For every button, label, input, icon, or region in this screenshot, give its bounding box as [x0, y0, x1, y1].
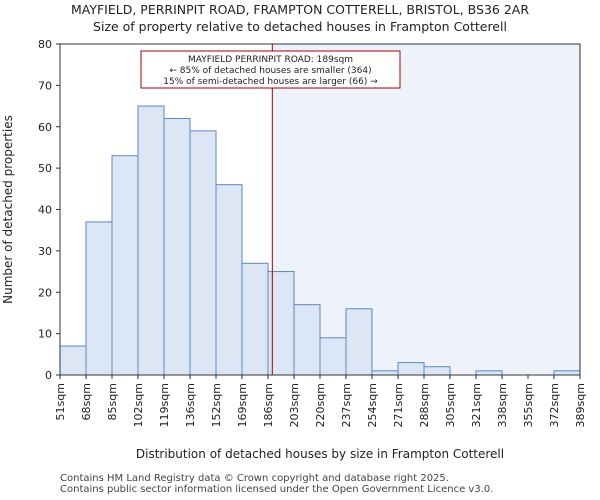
bar-51sqm — [59, 345, 87, 376]
x-tick-label: 169sqm — [236, 383, 249, 427]
y-tick-label: 20 — [38, 286, 52, 299]
bar-203sqm — [293, 304, 321, 376]
y-tick-label: 40 — [38, 204, 52, 217]
bar-321sqm — [475, 370, 503, 376]
bar-220sqm — [319, 337, 347, 376]
annotation-line-2: ← 85% of detached houses are smaller (36… — [169, 66, 371, 76]
bar-288sqm — [423, 366, 451, 376]
x-tick-label: 119sqm — [158, 383, 171, 427]
bar-68sqm — [85, 221, 113, 376]
x-tick-label: 85sqm — [106, 383, 119, 420]
y-tick-label: 70 — [38, 79, 52, 92]
x-tick-label: 338sqm — [496, 383, 509, 427]
y-tick-label: 30 — [38, 245, 52, 258]
bars-group — [59, 105, 581, 376]
y-tick-label: 80 — [38, 38, 52, 51]
x-tick-label: 152sqm — [210, 383, 223, 427]
bar-254sqm — [371, 370, 399, 376]
highlight-region — [272, 44, 580, 375]
bar-136sqm — [189, 130, 217, 376]
footer-licence: Contains public sector information licen… — [60, 484, 494, 495]
x-axis-label: Distribution of detached houses by size … — [136, 447, 504, 461]
x-tick-label: 271sqm — [392, 383, 405, 427]
annotation-line-3: 15% of semi-detached houses are larger (… — [163, 77, 378, 87]
bar-85sqm — [111, 155, 139, 376]
bar-152sqm — [215, 184, 243, 376]
chart-subtitle: Size of property relative to detached ho… — [93, 19, 507, 34]
y-ticks-group: 0 10 20 30 40 50 60 70 80 — [38, 38, 60, 382]
bar-169sqm — [241, 262, 269, 376]
chart-title: MAYFIELD, PERRINPIT ROAD, FRAMPTON COTTE… — [70, 2, 530, 17]
y-tick-label: 0 — [45, 369, 52, 382]
x-tick-label: 321sqm — [470, 383, 483, 427]
x-tick-label: 102sqm — [132, 383, 145, 427]
y-axis-label: Number of detached properties — [1, 115, 15, 304]
y-tick-label: 60 — [38, 121, 52, 134]
footer-copyright: Contains HM Land Registry data © Crown c… — [60, 473, 449, 484]
bar-372sqm — [553, 370, 581, 376]
annotation-line-1: MAYFIELD PERRINPIT ROAD: 189sqm — [188, 55, 353, 65]
y-tick-label: 50 — [38, 162, 52, 175]
x-tick-label: 220sqm — [314, 383, 327, 427]
x-tick-label: 136sqm — [184, 383, 197, 427]
x-tick-label: 355sqm — [522, 383, 535, 427]
x-tick-label: 254sqm — [366, 383, 379, 427]
x-tick-label: 389sqm — [574, 383, 587, 427]
x-ticks-group: 51sqm 68sqm 85sqm 102sqm 119sqm 136sqm 152sqm 1… — [54, 375, 587, 427]
x-tick-label: 51sqm — [54, 383, 67, 420]
bar-237sqm — [345, 308, 373, 376]
x-tick-label: 68sqm — [80, 383, 93, 420]
bar-271sqm — [397, 362, 425, 376]
x-tick-label: 305sqm — [444, 383, 457, 427]
annotation-border — [140, 50, 401, 89]
x-tick-label: 237sqm — [340, 383, 353, 427]
x-tick-label: 186sqm — [262, 383, 275, 427]
annotation-box: MAYFIELD PERRINPIT ROAD: 189sqm ← 85% of… — [140, 50, 401, 89]
y-tick-label: 10 — [38, 328, 52, 341]
x-tick-label: 288sqm — [418, 383, 431, 427]
bar-102sqm — [137, 105, 165, 376]
bar-119sqm — [163, 117, 191, 376]
x-tick-label: 203sqm — [288, 383, 301, 427]
x-tick-label: 372sqm — [548, 383, 561, 427]
